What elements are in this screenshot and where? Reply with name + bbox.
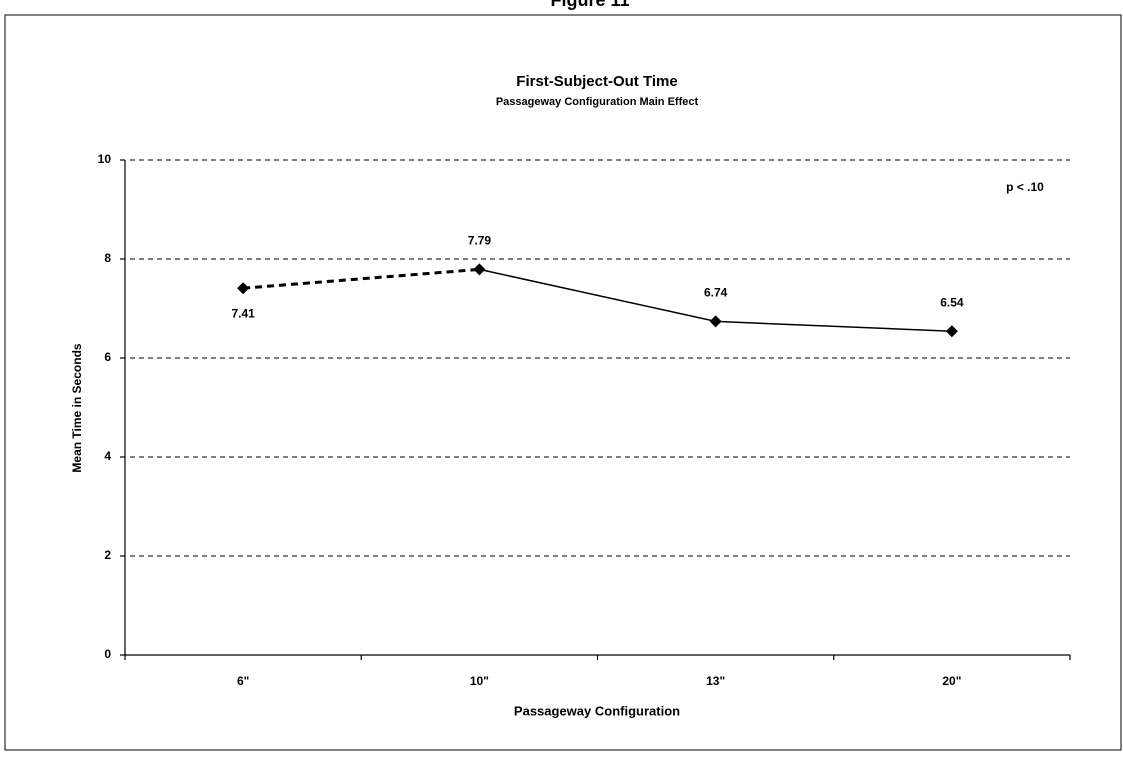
annotation: p < .10 <box>1006 180 1044 194</box>
data-label: 7.41 <box>231 306 255 320</box>
y-tick-label: 4 <box>104 449 111 463</box>
y-tick-label: 0 <box>104 647 111 661</box>
y-tick-label: 8 <box>104 251 111 265</box>
x-axis-title: Passageway Configuration <box>514 703 680 718</box>
marker <box>709 315 722 328</box>
data-label: 6.74 <box>704 286 728 300</box>
x-tick-label: 13" <box>706 674 725 688</box>
data-label: 6.54 <box>940 295 964 309</box>
frame <box>4 14 1122 751</box>
figure-label: Figure 11 <box>550 0 629 10</box>
chart-title: First-Subject-Out Time <box>516 73 677 90</box>
marker <box>945 325 958 338</box>
marker <box>237 282 250 295</box>
y-tick-label: 10 <box>98 152 112 166</box>
marker <box>473 263 486 276</box>
data-label: 7.79 <box>468 234 492 248</box>
y-tick-label: 6 <box>104 350 111 364</box>
line-segment-dashed <box>243 267 480 290</box>
label-backdrop <box>520 0 660 14</box>
chart-subtitle: Passageway Configuration Main Effect <box>496 96 699 108</box>
x-tick-label: 10" <box>470 674 489 688</box>
x-tick-label: 6" <box>237 674 249 688</box>
x-tick-label: 20" <box>942 674 961 688</box>
y-tick-label: 2 <box>104 548 111 562</box>
y-axis-title: Mean Time in Seconds <box>70 343 84 472</box>
